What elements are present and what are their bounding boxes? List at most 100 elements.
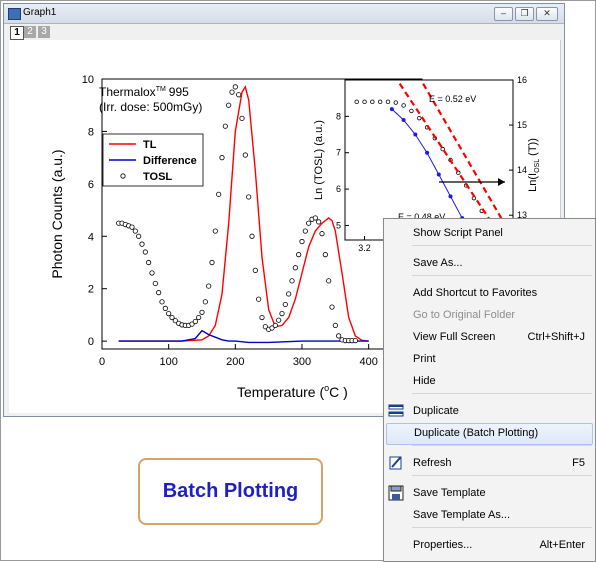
series-tosl-point (229, 89, 235, 95)
menu-item-label: Save Template (413, 487, 486, 499)
inset-fit-line (398, 83, 495, 227)
annotation-product: ThermaloxTM 995 (99, 85, 189, 99)
menu-item-refresh[interactable]: Refresh F5 (384, 453, 595, 473)
menu-separator (412, 393, 592, 394)
series-tosl-point (262, 324, 268, 330)
series-tosl-point (222, 123, 228, 129)
series-difference-line (118, 329, 369, 344)
menu-item-save-template[interactable]: Save Template (384, 483, 595, 503)
inset-tosl-point (393, 100, 398, 105)
menu-item-properties[interactable]: Properties... Alt+Enter (384, 535, 595, 555)
context-menu: Show Script Panel Save As... Add Shortcu… (383, 218, 596, 562)
inset-tosl-point (385, 99, 391, 105)
y-axis-title: Photon Counts (a.u.) (49, 149, 65, 278)
close-button[interactable]: ✕ (536, 7, 558, 21)
menu-item-shortcut: Alt+Enter (539, 539, 585, 551)
legend-tosl-label: TOSL (143, 171, 172, 183)
inset-tosl-point (417, 115, 422, 121)
menu-item-print[interactable]: Print (384, 349, 595, 369)
inset-tosl-point (354, 99, 359, 105)
inset-osl-point (425, 150, 430, 155)
inset-ticks: 5 6 7 8 13 14 15 16 3.2 (336, 75, 527, 253)
menu-item-view-full-screen[interactable]: View Full Screen Ctrl+Shift+J (384, 327, 595, 347)
menu-item-save-template-as[interactable]: Save Template As... (384, 505, 595, 525)
legend-tl-label: TL (143, 139, 157, 151)
graph-window-title: Graph1 (23, 7, 57, 18)
series-tosl-point (286, 291, 292, 297)
x-tick-label: 200 (226, 356, 244, 368)
inset-tosl-point (370, 99, 375, 105)
series-tosl-point (326, 278, 332, 284)
series-tosl-point (306, 220, 312, 226)
inset-y-right-sub: OSL (534, 159, 541, 173)
menu-separator (412, 245, 592, 246)
menu-item-duplicate-batch-plotting[interactable]: Duplicate (Batch Plotting) (386, 423, 593, 445)
menu-item-add-shortcut[interactable]: Add Shortcut to Favorites (384, 283, 595, 303)
menu-item-duplicate[interactable]: Duplicate (384, 401, 595, 421)
restore-button[interactable]: ❐ (515, 7, 534, 21)
series-tosl-point (282, 301, 288, 308)
menu-item-show-script-panel[interactable]: Show Script Panel (384, 223, 595, 243)
inset-osl-point (413, 132, 418, 137)
inset-y-right-title: Ln(IOSL (T)) (527, 138, 541, 192)
layer-tab-2[interactable]: 2 (24, 26, 36, 38)
main-chart: 0 100 200 300 400 0 2 4 6 8 10 TL Difference TOSL… (49, 74, 541, 400)
inset-left-tick-label: 5 (336, 220, 341, 230)
main-x-ticks: 0 100 200 300 400 (99, 344, 378, 368)
series-tosl-point (329, 304, 335, 310)
inset-tosl-point (362, 99, 367, 105)
x-tick-label: 100 (159, 356, 177, 368)
menu-item-label: Save As... (413, 257, 463, 269)
menu-item-label: Add Shortcut to Favorites (413, 287, 538, 299)
annotation-model: 995 (169, 85, 189, 99)
inset-annotation-low: E = 0.48 eV (398, 212, 445, 222)
series-tosl-point (192, 318, 198, 325)
minimize-button[interactable]: – (494, 7, 513, 21)
graph-title-bar[interactable]: Graph1 – ❐ ✕ (4, 4, 564, 24)
series-tosl-point (209, 259, 215, 266)
layer-tab-1[interactable]: 1 (10, 26, 24, 40)
menu-item-label: Go to Original Folder (413, 309, 516, 321)
save-template-icon (388, 485, 404, 501)
layer-tab-3[interactable]: 3 (38, 26, 50, 38)
series-tosl-point (172, 318, 178, 324)
annotation-tm: TM (156, 86, 166, 93)
series-tosl-point (289, 278, 295, 284)
series-tosl-point (146, 259, 152, 266)
series-tosl-point (152, 280, 158, 287)
inset-left-tick-label: 8 (336, 111, 341, 121)
annotation-product-name: Thermalox (99, 85, 156, 99)
inset-annotation-high: E = 0.52 eV (429, 94, 476, 104)
menu-item-save-as[interactable]: Save As... (384, 253, 595, 273)
inset-osl-point (448, 194, 453, 199)
menu-item-label: Print (413, 353, 436, 365)
x-tick-label: 0 (99, 356, 105, 368)
series-tosl-point (352, 338, 358, 344)
y-tick-label: 2 (88, 284, 94, 296)
series-tosl-point (259, 314, 265, 321)
series-tosl-point (202, 299, 208, 305)
inset-arrow-head (498, 178, 505, 186)
series-tosl-point (159, 299, 165, 305)
menu-item-label: Refresh (413, 457, 452, 469)
x-axis-title: Temperature (oC ) (237, 383, 348, 400)
y-tick-label: 4 (88, 231, 94, 243)
series-tosl-point (156, 290, 162, 296)
series-tosl-point (279, 311, 285, 317)
series-tosl-point (249, 233, 255, 239)
main-series (116, 84, 369, 344)
menu-item-hide[interactable]: Hide (384, 371, 595, 391)
y-tick-label: 0 (88, 336, 94, 348)
menu-item-label: View Full Screen (413, 331, 496, 343)
series-tosl-point (242, 152, 248, 158)
series-tosl-point (336, 333, 342, 339)
x-axis-degree: o (324, 383, 329, 393)
batch-plotting-label: Batch Plotting (162, 480, 299, 502)
series-tosl-point (316, 219, 322, 225)
series-tosl-point (292, 265, 298, 271)
annotation-dose: (Irr. dose: 500mGy) (99, 100, 202, 114)
series-tosl-point (236, 92, 242, 98)
series-tosl-point (129, 224, 135, 230)
main-y-ticks: 0 2 4 6 8 10 (82, 74, 107, 348)
y-tick-label: 10 (82, 74, 94, 86)
